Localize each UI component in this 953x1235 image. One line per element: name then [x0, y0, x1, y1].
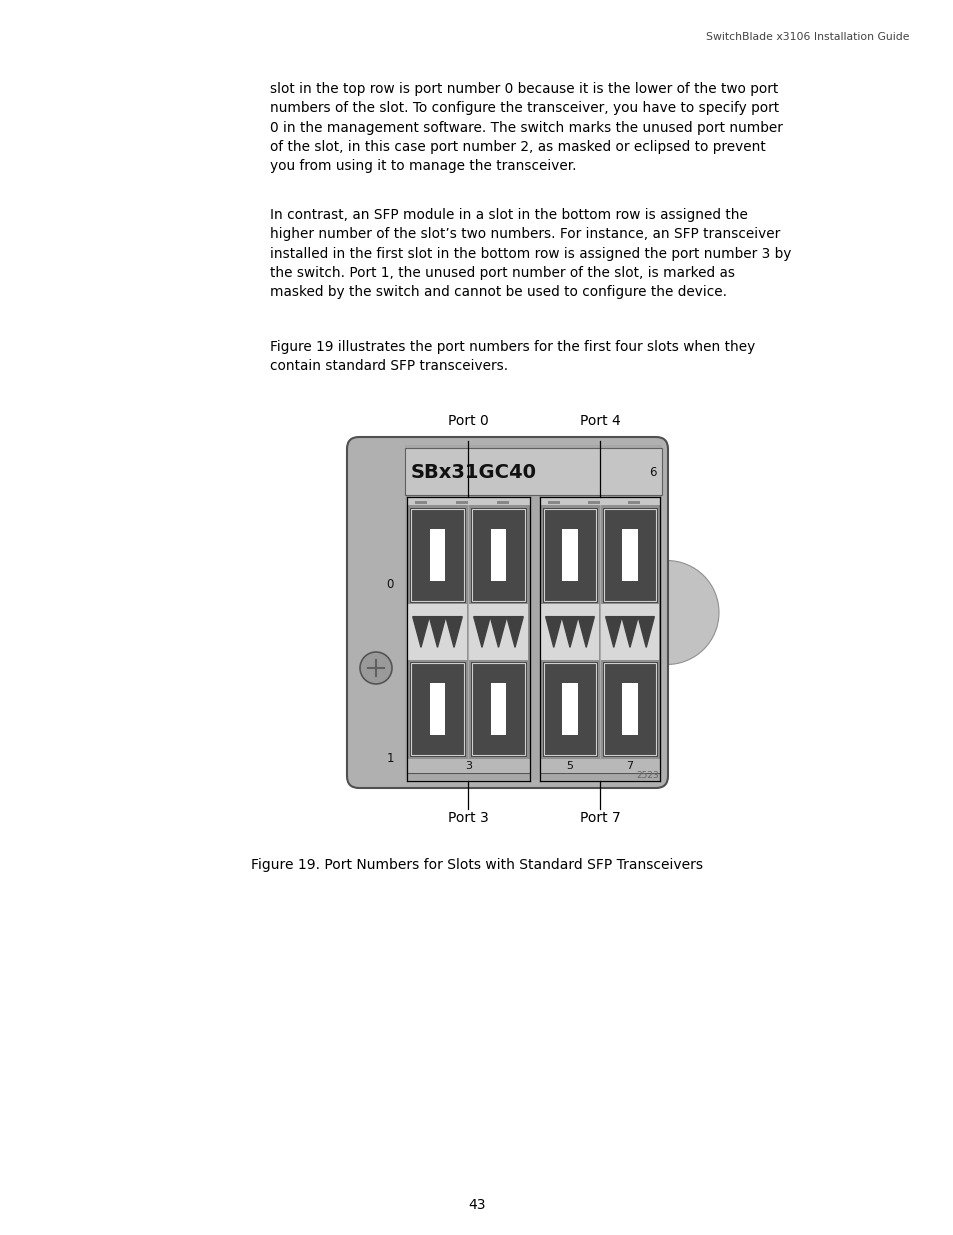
- Bar: [600, 604, 659, 659]
- Bar: [562, 529, 577, 580]
- Bar: [407, 760, 530, 773]
- Bar: [430, 683, 445, 735]
- Bar: [405, 445, 661, 781]
- Bar: [540, 604, 598, 659]
- Bar: [471, 662, 525, 756]
- Polygon shape: [474, 616, 490, 647]
- Circle shape: [359, 652, 392, 684]
- Text: Port 4: Port 4: [579, 414, 619, 429]
- Bar: [405, 448, 661, 495]
- Text: 5: 5: [566, 761, 573, 771]
- Text: 7: 7: [626, 761, 633, 771]
- Text: slot in the top row is port number 0 because it is the lower of the two port
num: slot in the top row is port number 0 bec…: [270, 82, 782, 173]
- Polygon shape: [413, 616, 429, 647]
- Text: Port 7: Port 7: [579, 811, 619, 825]
- Text: Port 3: Port 3: [448, 811, 488, 825]
- Polygon shape: [490, 616, 506, 647]
- Bar: [543, 509, 596, 601]
- Bar: [603, 509, 656, 601]
- Text: In contrast, an SFP module in a slot in the bottom row is assigned the
higher nu: In contrast, an SFP module in a slot in …: [270, 207, 791, 299]
- Text: Port 0: Port 0: [448, 414, 488, 429]
- Bar: [602, 662, 657, 756]
- Polygon shape: [561, 616, 578, 647]
- Polygon shape: [429, 616, 445, 647]
- Text: 3: 3: [464, 761, 472, 771]
- Bar: [472, 663, 524, 755]
- Bar: [542, 508, 597, 601]
- Text: 0: 0: [386, 578, 394, 592]
- Bar: [410, 662, 464, 756]
- Bar: [408, 604, 467, 659]
- Bar: [621, 683, 637, 735]
- Wedge shape: [666, 561, 719, 664]
- Text: SBx31GC40: SBx31GC40: [411, 463, 537, 482]
- Polygon shape: [605, 616, 621, 647]
- Text: Figure 19 illustrates the port numbers for the first four slots when they
contai: Figure 19 illustrates the port numbers f…: [270, 340, 755, 373]
- Bar: [471, 508, 525, 601]
- Polygon shape: [638, 616, 654, 647]
- Bar: [411, 509, 463, 601]
- Bar: [627, 501, 639, 504]
- Polygon shape: [545, 616, 561, 647]
- Polygon shape: [506, 616, 523, 647]
- Bar: [490, 683, 506, 735]
- Text: 6: 6: [649, 466, 656, 479]
- Text: Figure 19. Port Numbers for Slots with Standard SFP Transceivers: Figure 19. Port Numbers for Slots with S…: [251, 858, 702, 872]
- Bar: [407, 496, 530, 505]
- Bar: [587, 501, 599, 504]
- Text: 1: 1: [386, 752, 394, 764]
- Bar: [407, 496, 530, 773]
- Bar: [539, 496, 659, 773]
- Bar: [410, 508, 464, 601]
- Polygon shape: [445, 616, 462, 647]
- Bar: [469, 604, 527, 659]
- Bar: [543, 663, 596, 755]
- Bar: [415, 501, 427, 504]
- Bar: [472, 509, 524, 601]
- Bar: [542, 662, 597, 756]
- Bar: [621, 529, 637, 580]
- Text: 43: 43: [468, 1198, 485, 1212]
- Bar: [547, 501, 559, 504]
- Text: 2523: 2523: [636, 771, 659, 781]
- Bar: [602, 508, 657, 601]
- Bar: [430, 529, 445, 580]
- FancyBboxPatch shape: [347, 437, 667, 788]
- Bar: [490, 529, 506, 580]
- Bar: [603, 663, 656, 755]
- Text: SwitchBlade x3106 Installation Guide: SwitchBlade x3106 Installation Guide: [706, 32, 909, 42]
- Bar: [539, 760, 659, 773]
- Bar: [456, 501, 468, 504]
- Bar: [562, 683, 577, 735]
- Polygon shape: [621, 616, 638, 647]
- Bar: [497, 501, 509, 504]
- Polygon shape: [578, 616, 594, 647]
- Bar: [411, 663, 463, 755]
- Bar: [539, 496, 659, 505]
